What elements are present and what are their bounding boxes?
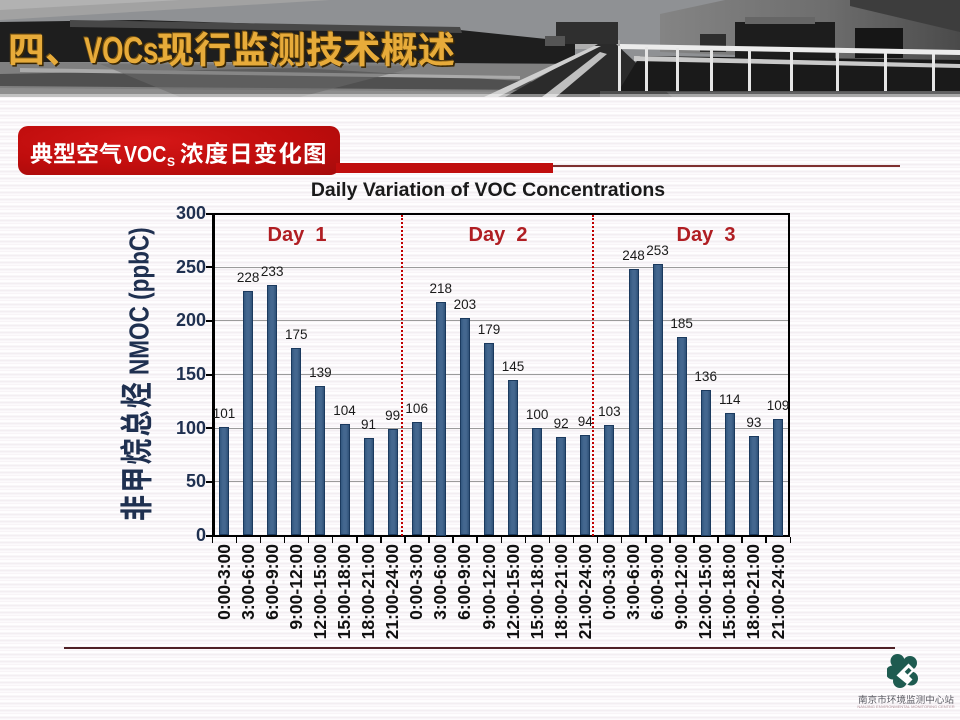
svg-text:NMOC (ppbC): NMOC (ppbC) [124,227,155,375]
svg-text:VOCs: VOCs [84,30,159,71]
svg-text:S: S [167,155,175,169]
svg-text:VOC: VOC [124,142,166,168]
svg-text:VOCs: VOCs [83,29,158,70]
svg-text:VOCs: VOCs [86,32,161,73]
